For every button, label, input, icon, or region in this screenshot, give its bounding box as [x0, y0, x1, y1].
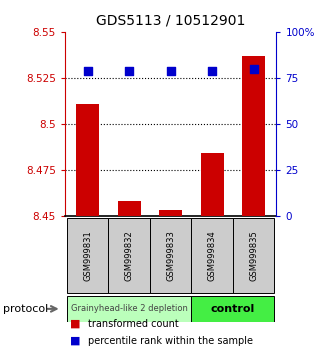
Bar — [159, 210, 182, 216]
FancyBboxPatch shape — [150, 218, 191, 293]
Title: GDS5113 / 10512901: GDS5113 / 10512901 — [96, 14, 245, 28]
Text: percentile rank within the sample: percentile rank within the sample — [88, 336, 253, 346]
Bar — [201, 153, 223, 216]
Text: control: control — [211, 304, 255, 314]
Text: protocol: protocol — [3, 304, 49, 314]
Text: Grainyhead-like 2 depletion: Grainyhead-like 2 depletion — [71, 304, 187, 313]
Text: GSM999835: GSM999835 — [249, 230, 258, 281]
Text: ■: ■ — [70, 336, 81, 346]
Text: GSM999834: GSM999834 — [207, 230, 217, 281]
Text: GSM999832: GSM999832 — [125, 230, 134, 281]
Bar — [242, 56, 265, 216]
FancyBboxPatch shape — [67, 218, 109, 293]
FancyBboxPatch shape — [67, 296, 191, 321]
Point — [209, 68, 215, 73]
Text: GSM999833: GSM999833 — [166, 230, 175, 281]
Point — [85, 68, 90, 73]
FancyBboxPatch shape — [233, 218, 274, 293]
Text: transformed count: transformed count — [88, 319, 179, 329]
Point — [251, 66, 256, 72]
Text: GSM999831: GSM999831 — [83, 230, 92, 281]
Bar — [118, 201, 141, 216]
FancyBboxPatch shape — [109, 218, 150, 293]
Text: ■: ■ — [70, 319, 81, 329]
Point — [168, 68, 173, 73]
Point — [127, 68, 132, 73]
FancyBboxPatch shape — [191, 296, 274, 321]
FancyBboxPatch shape — [191, 218, 233, 293]
Bar — [76, 104, 99, 216]
